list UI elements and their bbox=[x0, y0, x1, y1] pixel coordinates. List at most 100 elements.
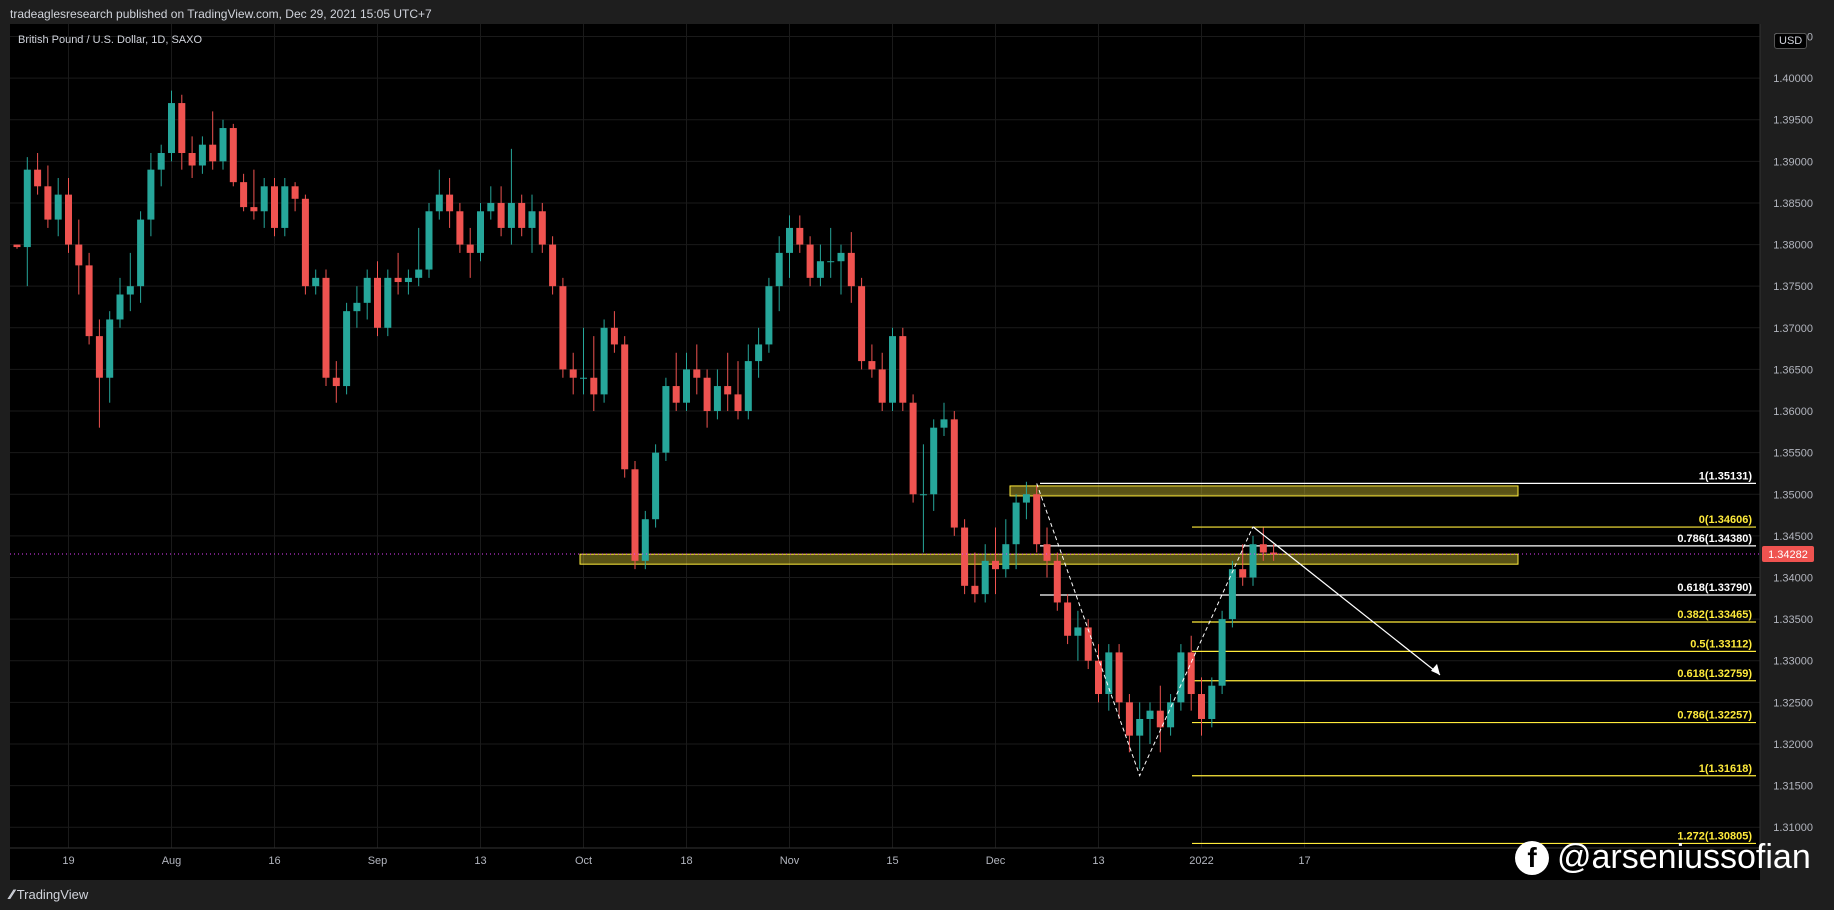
candle-body bbox=[858, 286, 866, 362]
candle-body bbox=[1033, 494, 1041, 545]
candle-body bbox=[600, 327, 608, 395]
time-tick-label: 2022 bbox=[1189, 855, 1213, 867]
candle-body bbox=[260, 186, 268, 212]
candle-body bbox=[940, 419, 948, 428]
candle-body bbox=[374, 277, 381, 328]
candle-body bbox=[446, 194, 454, 212]
price-axis[interactable]: 1.405001.400001.395001.390001.385001.380… bbox=[1759, 24, 1813, 848]
candle-body bbox=[899, 336, 907, 403]
price-tick-label: 1.31500 bbox=[1773, 781, 1813, 793]
candle-body bbox=[415, 269, 423, 278]
candle-body bbox=[724, 386, 732, 395]
candle-body bbox=[106, 319, 114, 378]
candle-body bbox=[837, 252, 845, 262]
time-tick-label: 19 bbox=[62, 855, 74, 867]
candle-body bbox=[755, 344, 763, 362]
candle-body bbox=[507, 202, 515, 228]
price-tick-label: 1.35000 bbox=[1773, 489, 1813, 501]
candle-body bbox=[538, 211, 546, 245]
fib-level-label: 1(1.35131) bbox=[1699, 470, 1753, 482]
candle-body bbox=[363, 277, 371, 303]
facebook-icon: f bbox=[1515, 840, 1549, 875]
fib-level-label: 0.618(1.33790) bbox=[1677, 582, 1752, 594]
candle-body bbox=[1074, 627, 1082, 636]
fibonacci-levels: 1(1.35131) 0.786(1.34380) 0.618(1.33790) 0(… bbox=[1040, 470, 1756, 845]
candle-body bbox=[992, 560, 999, 570]
candle-body bbox=[796, 227, 804, 245]
candle-body bbox=[919, 494, 927, 496]
price-tick-label: 1.39000 bbox=[1773, 156, 1813, 168]
chart-annotations: 1.34282 bbox=[10, 483, 1814, 777]
price-tick-label: 1.36000 bbox=[1773, 406, 1813, 418]
candle-body bbox=[322, 277, 330, 378]
fib-level-label: 0.786(1.34380) bbox=[1677, 533, 1752, 545]
candle-body bbox=[889, 336, 896, 403]
candle-body bbox=[137, 219, 145, 287]
candle-body bbox=[672, 386, 680, 403]
price-tick-label: 1.33500 bbox=[1773, 614, 1813, 626]
candle-body bbox=[930, 427, 938, 495]
candle-body bbox=[54, 194, 62, 220]
time-axis[interactable]: 19 Aug 16 Sep 13 Oct 18 Nov 15 Dec 13 2022 17 bbox=[10, 847, 1760, 867]
watermark: f @arseniussofian bbox=[1515, 838, 1811, 877]
candle-body bbox=[549, 244, 557, 287]
price-tick-label: 1.32500 bbox=[1773, 697, 1813, 709]
time-tick-label: Oct bbox=[575, 855, 592, 867]
candle-body bbox=[147, 169, 155, 220]
candle-body bbox=[1043, 544, 1051, 561]
price-zone bbox=[1009, 485, 1519, 497]
candle-body bbox=[332, 377, 340, 387]
candle-body bbox=[1156, 710, 1164, 728]
candle-body bbox=[250, 207, 258, 212]
candle-body bbox=[1084, 627, 1092, 661]
current-price-badge bbox=[1762, 546, 1814, 563]
candle-body bbox=[75, 244, 83, 266]
candle-body bbox=[662, 386, 670, 453]
candle-body bbox=[34, 169, 42, 187]
candle-body bbox=[652, 452, 660, 520]
candle-body bbox=[1239, 569, 1247, 578]
price-tick-label: 1.33000 bbox=[1773, 656, 1813, 668]
price-tick-label: 1.31000 bbox=[1773, 822, 1813, 834]
time-tick-label: 13 bbox=[474, 855, 486, 867]
fib-level-label: 0.382(1.33465) bbox=[1677, 609, 1752, 621]
candle-body bbox=[1053, 560, 1061, 603]
candle-body bbox=[198, 144, 206, 166]
time-tick-label: 15 bbox=[886, 855, 898, 867]
price-tick-label: 1.37500 bbox=[1773, 281, 1813, 293]
candle-body bbox=[1198, 694, 1205, 719]
candle-body bbox=[168, 103, 175, 154]
price-tick-label: 1.39500 bbox=[1773, 115, 1813, 127]
fib-level-label: 0(1.34606) bbox=[1699, 514, 1753, 526]
price-chart[interactable]: 1(1.35131) 0.786(1.34380) 0.618(1.33790) 0(… bbox=[0, 0, 1834, 880]
candle-body bbox=[744, 361, 752, 412]
published-by-text: tradeaglesresearch published on TradingV… bbox=[10, 7, 432, 21]
time-tick-label: 16 bbox=[268, 855, 280, 867]
candle-body bbox=[291, 186, 299, 199]
candle-body bbox=[765, 286, 773, 345]
candle-body bbox=[1218, 619, 1226, 686]
candle-body bbox=[559, 286, 567, 370]
candle-body bbox=[621, 344, 629, 470]
candle-body bbox=[1259, 544, 1267, 553]
chart-grid bbox=[10, 24, 1760, 848]
brand-name: TradingView bbox=[16, 886, 89, 902]
candle-body bbox=[456, 211, 464, 245]
time-tick-label: Sep bbox=[368, 855, 388, 867]
candle-body bbox=[425, 211, 433, 270]
candle-body bbox=[384, 277, 392, 328]
fib-level-label: 1.272(1.30805) bbox=[1677, 830, 1752, 842]
candlestick-series bbox=[13, 90, 1278, 769]
currency-badge[interactable]: USD bbox=[1774, 33, 1808, 49]
candle-body bbox=[1228, 569, 1236, 620]
candle-body bbox=[610, 327, 618, 345]
price-tick-label: 1.34500 bbox=[1773, 531, 1813, 543]
fib-level-label: 0.786(1.32257) bbox=[1677, 710, 1752, 722]
symbol-title: British Pound / U.S. Dollar, 1D, SAXO bbox=[18, 34, 203, 46]
candle-body bbox=[343, 311, 351, 387]
candle-body bbox=[353, 302, 361, 312]
candle-body bbox=[126, 286, 134, 295]
candle-body bbox=[631, 469, 639, 561]
tradingview-brand[interactable]: ⁄⁄ TradingView bbox=[10, 886, 88, 902]
candle-body bbox=[909, 402, 917, 495]
